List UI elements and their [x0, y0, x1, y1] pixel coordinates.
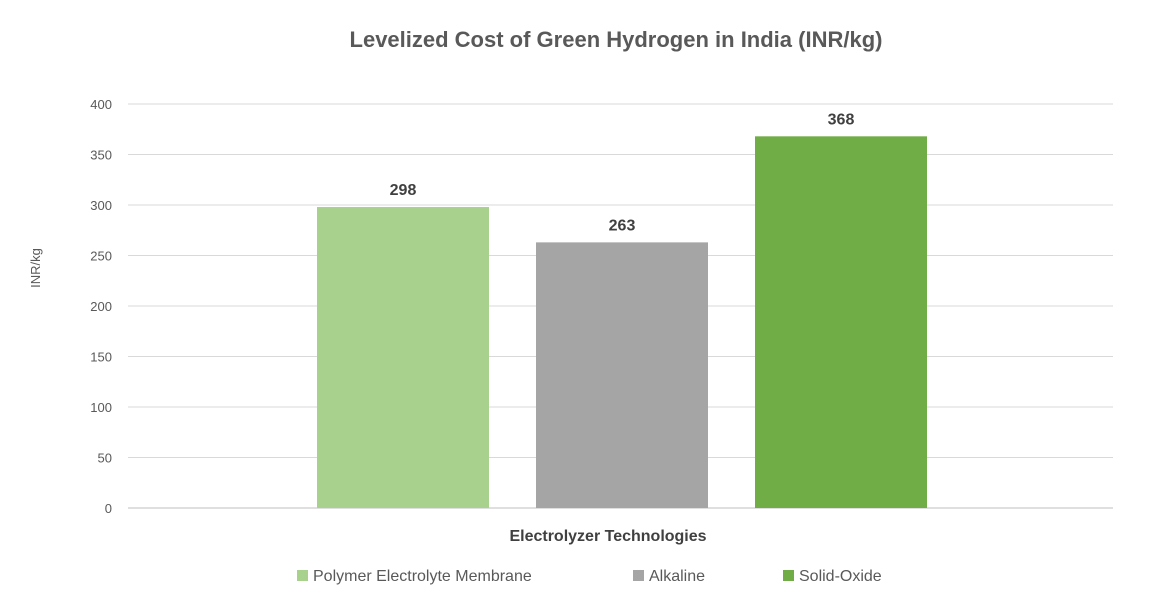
bar-solid-oxide: [755, 136, 927, 508]
data-labels: 298 263 368: [390, 111, 855, 234]
data-label-solid-oxide: 368: [828, 111, 855, 128]
y-tick-label: 300: [90, 198, 112, 213]
y-tick-label: 250: [90, 249, 112, 264]
legend-swatch-alkaline: [633, 570, 644, 581]
y-tick-label: 100: [90, 400, 112, 415]
y-tick-label: 0: [105, 501, 112, 516]
chart-title: Levelized Cost of Green Hydrogen in Indi…: [350, 27, 883, 52]
bars: [317, 136, 927, 508]
bar-alkaline: [536, 242, 708, 508]
y-tick-label: 350: [90, 148, 112, 163]
y-axis-label: INR/kg: [28, 248, 43, 288]
legend-swatch-polymer-electrolyte-membrane: [297, 570, 308, 581]
y-tick-label: 200: [90, 299, 112, 314]
legend-label-polymer-electrolyte-membrane: Polymer Electrolyte Membrane: [313, 568, 532, 585]
y-axis-ticks: 0 50 100 150 200 250 300 350 400: [90, 97, 112, 516]
bar-polymer-electrolyte-membrane: [317, 207, 489, 508]
y-tick-label: 400: [90, 97, 112, 112]
data-label-alkaline: 263: [609, 217, 636, 234]
data-label-polymer-electrolyte-membrane: 298: [390, 182, 417, 199]
legend-label-alkaline: Alkaline: [649, 568, 705, 585]
legend: Polymer Electrolyte Membrane Alkaline Soli…: [297, 568, 882, 585]
y-tick-label: 50: [98, 451, 112, 466]
y-tick-label: 150: [90, 350, 112, 365]
legend-swatch-solid-oxide: [783, 570, 794, 581]
legend-label-solid-oxide: Solid-Oxide: [799, 568, 882, 585]
x-axis-label: Electrolyzer Technologies: [509, 528, 706, 545]
